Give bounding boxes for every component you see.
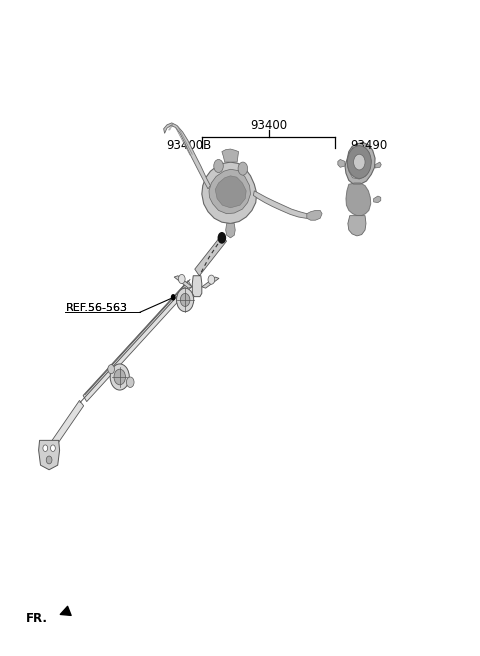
Circle shape (214, 159, 223, 173)
Polygon shape (348, 216, 366, 236)
Circle shape (177, 288, 194, 312)
Text: FR.: FR. (26, 612, 48, 625)
Polygon shape (348, 146, 371, 179)
Polygon shape (192, 276, 202, 297)
Circle shape (354, 154, 365, 170)
Polygon shape (346, 183, 371, 216)
Text: 93400: 93400 (250, 119, 287, 132)
Circle shape (171, 294, 176, 300)
Circle shape (43, 445, 48, 451)
Polygon shape (195, 234, 227, 276)
Polygon shape (375, 162, 381, 168)
Polygon shape (222, 149, 239, 162)
Circle shape (238, 162, 248, 175)
Circle shape (108, 365, 115, 374)
Circle shape (179, 274, 185, 283)
Polygon shape (226, 224, 235, 238)
Circle shape (110, 364, 129, 390)
Polygon shape (42, 400, 84, 460)
FancyArrowPatch shape (60, 606, 71, 615)
Circle shape (180, 293, 190, 306)
Polygon shape (253, 191, 312, 218)
Polygon shape (338, 159, 345, 167)
Polygon shape (373, 196, 381, 203)
Circle shape (126, 377, 134, 388)
Polygon shape (209, 169, 251, 214)
Text: 93490: 93490 (350, 138, 387, 152)
Polygon shape (164, 123, 210, 189)
Polygon shape (168, 124, 173, 130)
Polygon shape (345, 142, 375, 184)
Circle shape (217, 232, 226, 244)
Polygon shape (38, 440, 60, 470)
Text: 93400B: 93400B (166, 138, 211, 152)
Polygon shape (174, 276, 192, 288)
Polygon shape (83, 281, 192, 401)
Polygon shape (307, 211, 322, 220)
Circle shape (46, 456, 52, 464)
Circle shape (50, 445, 55, 451)
Polygon shape (215, 176, 246, 208)
Polygon shape (202, 162, 257, 224)
Text: REF.56-563: REF.56-563 (66, 304, 128, 314)
Circle shape (348, 146, 371, 178)
Polygon shape (202, 277, 219, 288)
Text: REF.56-563: REF.56-563 (66, 304, 128, 314)
Circle shape (208, 275, 215, 284)
Circle shape (114, 369, 125, 385)
